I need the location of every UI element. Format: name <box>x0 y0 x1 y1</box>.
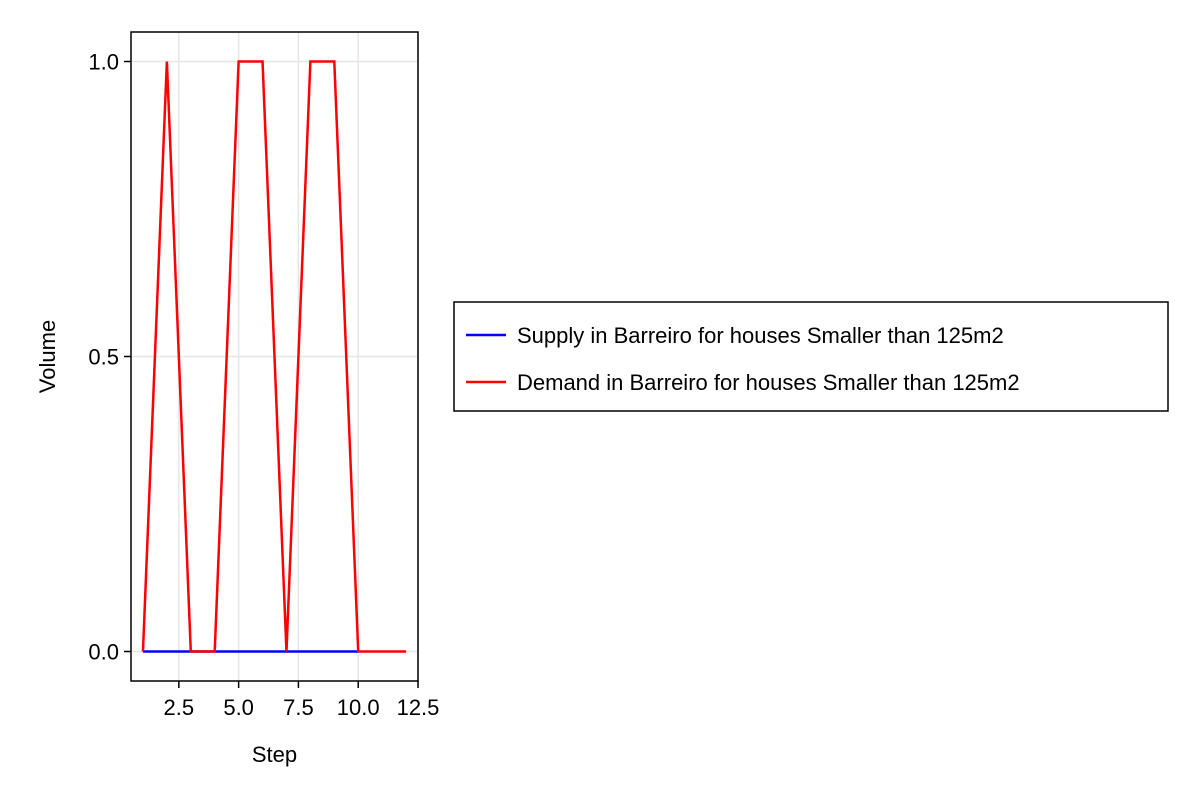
x-axis-label: Step <box>252 742 297 767</box>
x-tick-label: 2.5 <box>164 695 195 720</box>
x-tick-label: 10.0 <box>337 695 380 720</box>
legend-label: Demand in Barreiro for houses Smaller th… <box>517 370 1020 395</box>
y-axis-label: Volume <box>35 320 60 393</box>
legend-label: Supply in Barreiro for houses Smaller th… <box>517 323 1004 348</box>
legend: Supply in Barreiro for houses Smaller th… <box>453 301 1169 412</box>
x-tick-label: 5.0 <box>223 695 254 720</box>
y-tick-label: 0.0 <box>88 640 119 665</box>
series-line-demand <box>141 60 407 653</box>
plot-series <box>141 60 407 653</box>
legend-box <box>453 301 1169 412</box>
x-tick-label: 12.5 <box>397 695 440 720</box>
y-tick-label: 1.0 <box>88 50 119 75</box>
axis-ticks: 2.5 5.0 7.5 10.0 12.5 0.0 0.5 1.0 <box>88 50 439 721</box>
y-tick-label: 0.5 <box>88 345 119 370</box>
x-tick-label: 7.5 <box>283 695 314 720</box>
